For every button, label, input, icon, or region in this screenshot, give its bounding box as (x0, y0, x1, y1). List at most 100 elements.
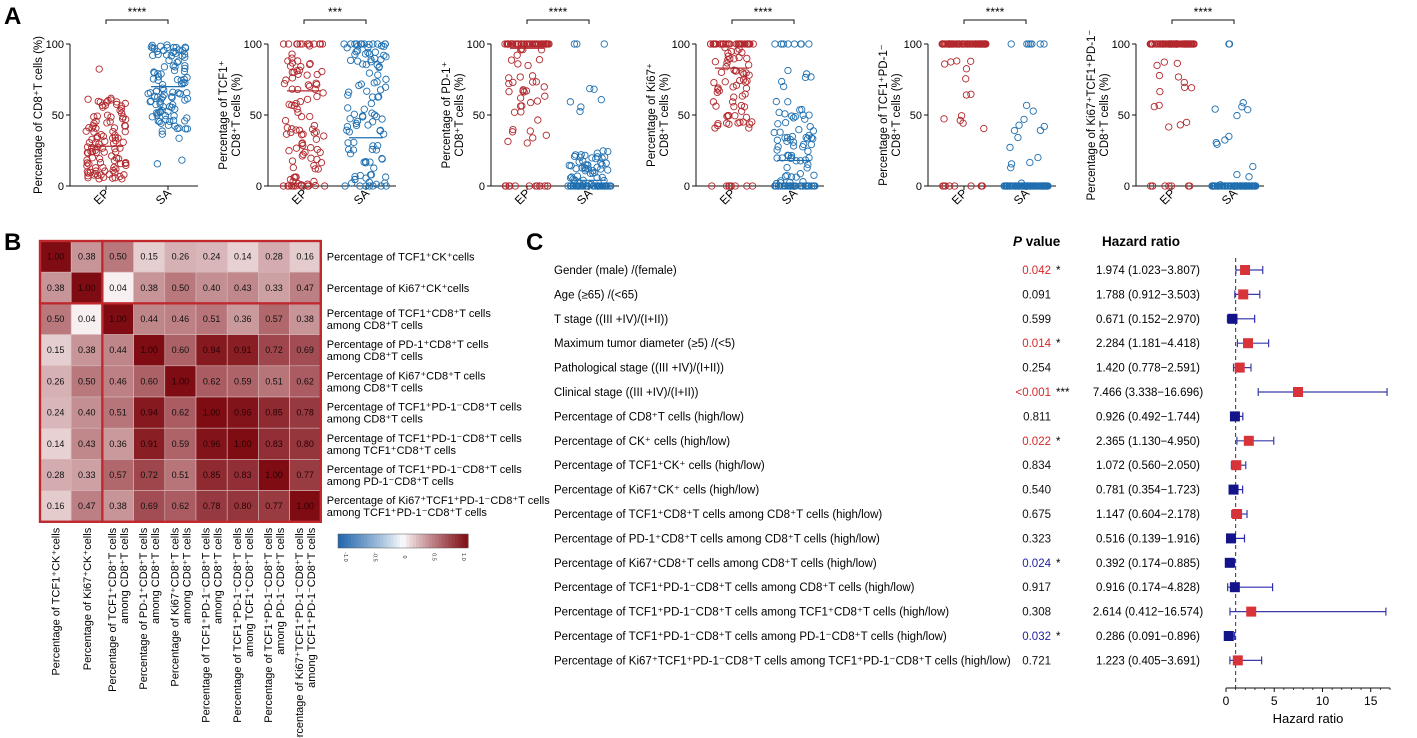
sa-data-point (805, 111, 813, 119)
heatmap-cell-value: 0.51 (109, 408, 127, 418)
ep-data-point (520, 40, 528, 48)
p-value: 0.721 (1022, 655, 1051, 667)
colorbar-segment (380, 534, 384, 548)
ep-data-point (725, 182, 733, 190)
column-label: among CD8⁺T cells (213, 527, 225, 624)
panel-c: P value Hazard ratio Gender (male) /(femal… (554, 234, 1391, 726)
ep-data-point (90, 119, 98, 128)
ep-data-point (292, 99, 300, 108)
sa-data-point (343, 126, 351, 134)
colorbar-segment (383, 534, 388, 548)
heatmap-cell (195, 303, 228, 335)
ep-data-point (292, 144, 301, 152)
ep-data-point (729, 98, 737, 106)
ep-data-point (112, 100, 121, 109)
sa-data-point (791, 182, 800, 190)
sa-data-point (175, 46, 183, 54)
heatmap-cell-value: 0.44 (140, 314, 158, 324)
colorbar-segment (432, 534, 436, 548)
colorbar-segment (396, 534, 401, 548)
variable-label: Clinical stage ((III +IV)/(I+II)) (554, 387, 699, 399)
p-value: 0.834 (1022, 460, 1051, 472)
sa-data-point (180, 75, 188, 84)
heatmap-cell-value: 0.40 (203, 283, 221, 293)
ep-data-point (947, 58, 955, 66)
ep-data-point (731, 112, 739, 120)
significance-marker: *** (1056, 387, 1070, 399)
heatmap-cell-value: 0.59 (234, 376, 252, 386)
ep-data-point (1184, 182, 1193, 190)
ep-data-point (529, 134, 537, 142)
heatmap-cell-value: 0.62 (296, 376, 314, 386)
forest-row: Age (≥65) /(<65) 0.091 1.788 (0.912−3.503) (554, 289, 1261, 301)
colorbar-border (337, 533, 469, 549)
ep-data-point (730, 93, 738, 101)
ep-data-point (103, 119, 111, 127)
row-label: among CD8⁺T cells (327, 320, 424, 332)
hazard-ratio-text: 0.671 (0.152−2.970) (1096, 314, 1200, 326)
ep-data-point (1165, 182, 1173, 190)
y-tick-label: 100 (1112, 39, 1130, 51)
y-tick-label: 100 (244, 39, 262, 51)
ep-data-point (310, 177, 318, 186)
hazard-ratio-marker (1229, 411, 1240, 422)
sa-data-point (169, 88, 177, 96)
forest-row: Pathological stage ((III +IV)/(I+II)) 0.2… (554, 362, 1252, 375)
sa-data-point (369, 182, 377, 190)
ep-data-point (939, 182, 947, 190)
sa-data-point (586, 84, 594, 93)
heatmap-cell-value: 0.40 (78, 408, 96, 418)
sa-data-point (1043, 182, 1051, 190)
significance-marker: * (1056, 436, 1061, 448)
sa-data-point (809, 135, 817, 143)
sa-data-point (799, 178, 807, 186)
sa-data-point (372, 112, 381, 121)
hazard-ratio-marker (1234, 362, 1245, 373)
sa-data-point (569, 182, 577, 190)
sa-data-point (356, 182, 364, 190)
sa-data-point (589, 167, 597, 175)
y-axis-label: CD8⁺T cells (%) (891, 73, 903, 156)
variable-label: T stage ((III +IV)/(I+II)) (554, 314, 668, 326)
heatmap-cell-value: 0.38 (109, 501, 127, 511)
ep-data-point (94, 143, 102, 151)
p-value: 0.540 (1022, 485, 1051, 497)
sa-data-point (344, 91, 352, 99)
sa-data-point (781, 110, 789, 118)
sa-data-point (779, 40, 788, 48)
y-tick-label: 50 (473, 110, 485, 122)
sa-data-point (181, 117, 189, 125)
ep-data-point (711, 124, 719, 132)
ep-data-point (288, 157, 297, 165)
ep-data-point (117, 102, 125, 110)
sa-data-point (1026, 158, 1034, 167)
ep-data-point (86, 168, 95, 177)
sa-data-point (811, 182, 819, 190)
sa-data-point (791, 112, 800, 121)
dot-plot-1: 0 50 100 EP SA Percentage of CD8⁺T cells (%) *… (33, 5, 198, 207)
ep-data-point (107, 94, 115, 102)
row-label: among TCF1⁺PD-1⁻CD8⁺T cells (327, 507, 488, 519)
sa-data-point (1010, 126, 1019, 135)
ep-data-point (1155, 71, 1164, 80)
hazard-ratio-marker (1225, 533, 1236, 544)
row-label: among PD-1⁻CD8⁺T cells (327, 476, 454, 488)
heatmap-cell (39, 427, 72, 460)
row-label: Percentage of Ki67⁺TCF1⁺PD-1⁻CD8⁺T cells (327, 495, 550, 507)
sa-data-point (148, 41, 156, 50)
sa-data-point (175, 134, 183, 142)
heatmap-cell-value: 0.77 (296, 470, 314, 480)
hr-x-tick-label: 10 (1316, 694, 1330, 708)
y-tick-label: 100 (467, 39, 485, 51)
sa-data-point (588, 154, 596, 162)
sa-data-point (598, 182, 607, 190)
sa-data-point (806, 122, 814, 131)
forest-row: Percentage of Ki67⁺CK⁺ cells (high/low) 0… (554, 484, 1244, 497)
ep-data-point (526, 98, 535, 107)
ep-data-point (748, 118, 756, 126)
ep-data-point (505, 40, 513, 48)
hazard-ratio-marker (1232, 655, 1243, 666)
heatmap-cell-value: 0.69 (296, 345, 314, 355)
forest-row: Percentage of TCF1⁺PD-1⁻CD8⁺T cells amon… (554, 631, 1236, 643)
hazard-ratio-text: 1.223 (0.405−3.691) (1096, 655, 1200, 667)
